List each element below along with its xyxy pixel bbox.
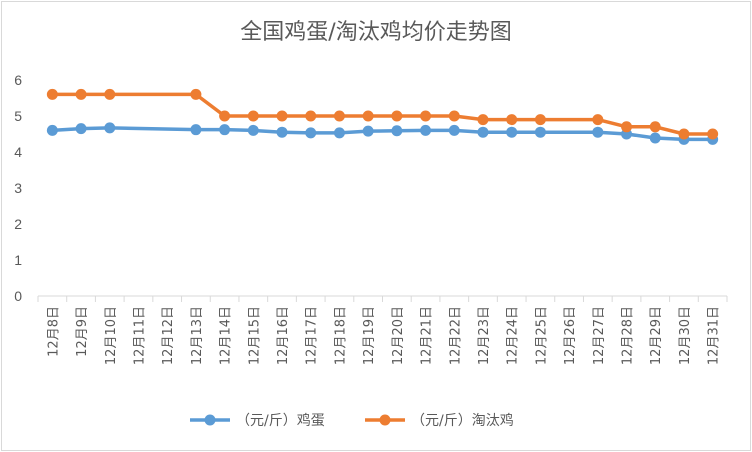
data-point bbox=[592, 126, 604, 138]
x-tick-label: 12月30日 bbox=[678, 306, 693, 365]
data-point bbox=[649, 132, 661, 144]
x-tick-label: 12月10日 bbox=[104, 306, 119, 365]
data-point bbox=[592, 114, 604, 126]
data-point bbox=[477, 126, 489, 138]
data-point bbox=[276, 110, 288, 122]
x-tick-label: 12月16日 bbox=[276, 306, 291, 365]
data-point bbox=[362, 110, 374, 122]
x-tick-label: 12月25日 bbox=[534, 306, 549, 365]
x-tick-label: 12月22日 bbox=[448, 306, 463, 365]
x-tick-label: 12月21日 bbox=[420, 306, 435, 365]
data-point bbox=[448, 110, 460, 122]
y-tick-label: 2 bbox=[14, 216, 22, 232]
data-point bbox=[305, 127, 317, 139]
legend-swatch-marker bbox=[379, 414, 391, 426]
data-point bbox=[104, 122, 116, 134]
data-point bbox=[391, 110, 403, 122]
x-tick-label: 12月27日 bbox=[592, 306, 607, 365]
data-point bbox=[305, 110, 317, 122]
y-tick-label: 5 bbox=[14, 108, 22, 124]
series-line-1 bbox=[52, 126, 713, 142]
x-tick-label: 12月20日 bbox=[391, 306, 406, 365]
x-tick-label: 12月18日 bbox=[333, 306, 348, 365]
legend-entry-2: （元/斤）淘汰鸡 bbox=[411, 412, 514, 429]
x-tick-label: 12月31日 bbox=[707, 306, 722, 365]
data-point bbox=[621, 121, 633, 133]
data-point bbox=[75, 123, 87, 135]
data-point bbox=[75, 88, 87, 100]
y-tick-label: 4 bbox=[14, 144, 22, 160]
data-point bbox=[333, 110, 345, 122]
data-point bbox=[448, 124, 460, 136]
data-point bbox=[247, 110, 259, 122]
data-point bbox=[190, 124, 202, 136]
data-point bbox=[104, 88, 116, 100]
data-point bbox=[649, 121, 661, 133]
data-point bbox=[190, 88, 202, 100]
data-point bbox=[219, 124, 231, 136]
data-point bbox=[420, 110, 432, 122]
data-point bbox=[534, 126, 546, 138]
data-point bbox=[506, 114, 518, 126]
y-tick-label: 1 bbox=[14, 252, 22, 268]
x-tick-label: 12月19日 bbox=[362, 306, 377, 365]
y-tick-label: 0 bbox=[14, 288, 22, 304]
data-point bbox=[333, 127, 345, 139]
data-point bbox=[534, 114, 546, 126]
data-point bbox=[219, 110, 231, 122]
data-point bbox=[678, 128, 690, 140]
y-tick-label: 3 bbox=[14, 180, 22, 196]
x-tick-label: 12月8日 bbox=[46, 306, 61, 357]
data-point bbox=[46, 88, 58, 100]
legend-swatch-marker bbox=[204, 414, 216, 426]
x-tick-label: 12月23日 bbox=[477, 306, 492, 365]
data-point bbox=[707, 128, 719, 140]
data-point bbox=[46, 124, 58, 136]
x-tick-label: 12月15日 bbox=[247, 306, 262, 365]
data-point bbox=[477, 114, 489, 126]
data-point bbox=[362, 125, 374, 137]
x-tick-label: 12月14日 bbox=[219, 306, 234, 365]
x-tick-label: 12月12日 bbox=[161, 306, 176, 365]
chart-title: 全国鸡蛋/淘汰鸡均价走势图 bbox=[240, 20, 512, 45]
x-tick-label: 12月13日 bbox=[190, 306, 205, 365]
data-point bbox=[391, 125, 403, 137]
x-tick-label: 12月11日 bbox=[132, 306, 147, 365]
x-tick-label: 12月17日 bbox=[305, 306, 320, 365]
x-tick-label: 12月29日 bbox=[649, 306, 664, 365]
data-point bbox=[420, 124, 432, 136]
y-tick-label: 6 bbox=[14, 72, 22, 88]
legend-entry-1: （元/斤）鸡蛋 bbox=[236, 412, 325, 429]
x-tick-label: 12月24日 bbox=[506, 306, 521, 365]
x-tick-label: 12月9日 bbox=[75, 306, 90, 357]
data-point bbox=[506, 126, 518, 138]
x-tick-label: 12月26日 bbox=[563, 306, 578, 365]
data-point bbox=[276, 126, 288, 138]
x-tick-label: 12月28日 bbox=[621, 306, 636, 365]
data-point bbox=[247, 124, 259, 136]
